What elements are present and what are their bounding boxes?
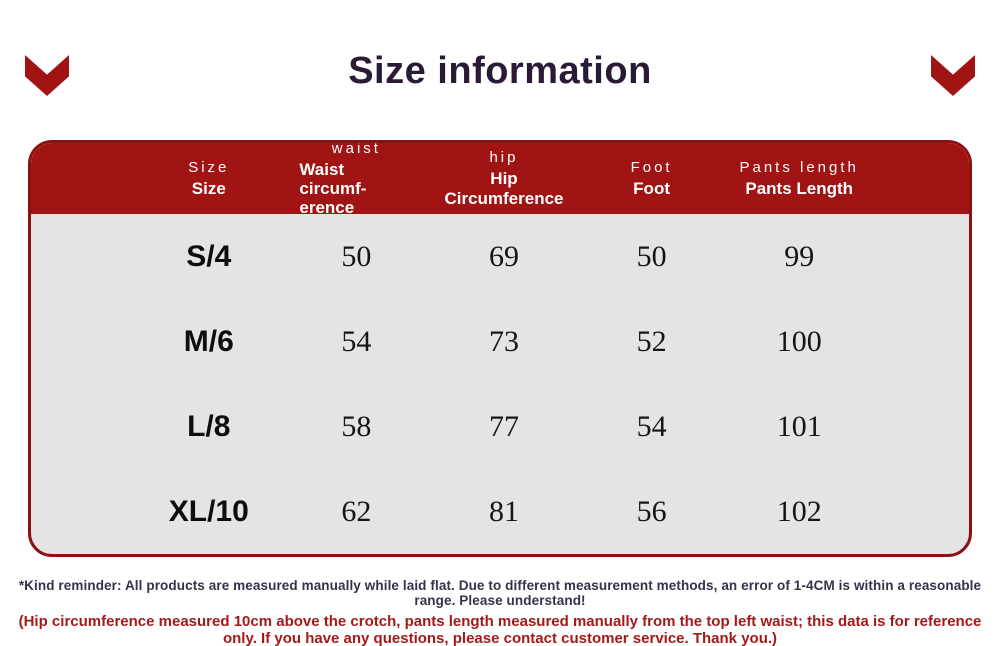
- pants-length-value: 100: [776, 324, 822, 358]
- column-sublabel: Foot: [633, 178, 670, 198]
- column-header-size: Size Size: [135, 143, 283, 214]
- size-value: M/6: [183, 324, 234, 358]
- size-table-header: Size Size waist Waist circumf-erence hip…: [31, 140, 969, 218]
- foot-value: 52: [636, 324, 667, 358]
- pants-length-value: 99: [784, 239, 815, 273]
- size-table-body: S/4 50 69 50 99 M/6 54 73 52 100 L/8 58 …: [31, 214, 969, 554]
- waist-value: 58: [341, 409, 372, 443]
- column-sublabel: Pants Length: [745, 178, 854, 198]
- column-header-foot: Foot Foot: [578, 143, 726, 214]
- pants-length-value: 101: [776, 409, 822, 443]
- measurement-disclaimer-note: (Hip circumference measured 10cm above t…: [18, 613, 982, 646]
- column-header-waist: waist Waist circumf-erence: [283, 140, 431, 218]
- foot-value: 54: [636, 409, 667, 443]
- table-row: M/6 54 73 52 100: [31, 299, 969, 384]
- size-value: XL/10: [168, 494, 249, 528]
- hip-value: 69: [488, 239, 519, 273]
- column-label: Foot: [630, 158, 673, 176]
- table-row: XL/10 62 81 56 102: [31, 469, 969, 554]
- page-header: Size information: [0, 0, 1000, 140]
- column-label: waist: [331, 140, 381, 157]
- waist-value: 54: [341, 324, 372, 358]
- pants-length-value: 102: [776, 494, 822, 528]
- column-label: Size: [188, 158, 230, 176]
- hip-value: 73: [488, 324, 519, 358]
- kind-reminder-note: *Kind reminder: All products are measure…: [18, 578, 982, 608]
- hip-value: 77: [488, 409, 519, 443]
- column-header-hip: hip Hip Circumference: [430, 143, 578, 214]
- size-value: L/8: [187, 409, 231, 443]
- column-sublabel: Size: [191, 178, 226, 198]
- hip-value: 81: [488, 494, 519, 528]
- table-row: S/4 50 69 50 99: [31, 214, 969, 299]
- column-header-pants-length: Pants length Pants Length: [725, 143, 873, 214]
- column-label: hip: [489, 149, 519, 167]
- column-sublabel: Hip Circumference: [444, 169, 564, 208]
- column-sublabel: Waist circumf-erence: [299, 159, 367, 218]
- waist-value: 50: [341, 239, 372, 273]
- size-value: S/4: [186, 239, 232, 273]
- size-table: Size Size waist Waist circumf-erence hip…: [28, 140, 972, 557]
- waist-value: 62: [341, 494, 372, 528]
- page-title: Size information: [348, 50, 652, 92]
- foot-value: 50: [636, 239, 667, 273]
- table-row: L/8 58 77 54 101: [31, 384, 969, 469]
- foot-value: 56: [636, 494, 667, 528]
- column-label: Pants length: [739, 158, 859, 176]
